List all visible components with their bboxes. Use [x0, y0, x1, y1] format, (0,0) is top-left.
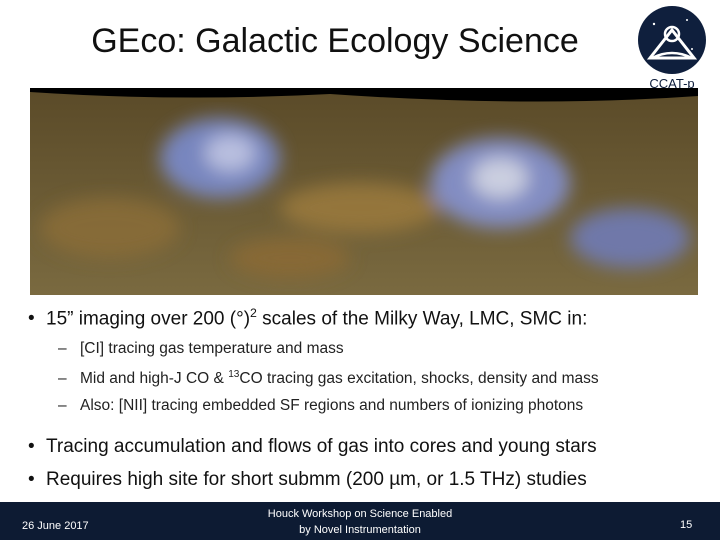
dash-marker: –: [58, 370, 67, 388]
text-run: Requires high site for short submm (200 …: [46, 469, 587, 490]
logo-text: CCAT-p: [649, 76, 694, 91]
galaxy-image: [30, 88, 698, 295]
page-number: 15: [680, 519, 693, 531]
sub-bullet: – [CI] tracing gas temperature and mass: [58, 340, 344, 358]
text-run: Also: [NII] tracing embedded SF regions …: [80, 397, 584, 414]
footer: 26 June 2017 Houck Workshop on Science E…: [0, 502, 720, 540]
text-run: 15” imaging over 200 (°): [46, 308, 251, 330]
text-run: Mid and high-J CO &: [80, 370, 229, 388]
superscript: 2: [250, 306, 257, 320]
text-run: CO tracing gas excitation, shocks, densi…: [239, 370, 599, 388]
sub-bullet: – Mid and high-J CO & 13CO tracing gas ex…: [58, 369, 599, 388]
bullet: • 15” imaging over 200 (°)2 scales of the…: [28, 306, 587, 330]
superscript: 13: [228, 369, 240, 380]
bullet-marker: •: [28, 469, 35, 490]
footer-center-2: by Novel Instrumentation: [299, 524, 421, 536]
bullet-marker: •: [28, 308, 35, 330]
text-run: Tracing accumulation and flows of gas in…: [46, 436, 597, 457]
bullet: • Tracing accumulation and flows of gas i…: [28, 436, 597, 458]
slide-title: GEco: Galactic Ecology Science: [91, 22, 579, 60]
text-run: scales of the Milky Way, LMC, SMC in:: [256, 308, 588, 330]
text-run: [CI] tracing gas temperature and mass: [80, 340, 344, 357]
footer-center-1: Houck Workshop on Science Enabled: [267, 508, 453, 520]
footer-date: 26 June 2017: [22, 520, 89, 532]
bullet-marker: •: [28, 436, 35, 457]
dash-marker: –: [58, 397, 67, 414]
dash-marker: –: [58, 340, 67, 357]
sub-bullet: – Also: [NII] tracing embedded SF regions…: [58, 397, 583, 415]
logo: CCAT-p: [638, 6, 706, 91]
bullet: • Requires high site for short submm (200…: [28, 469, 587, 491]
